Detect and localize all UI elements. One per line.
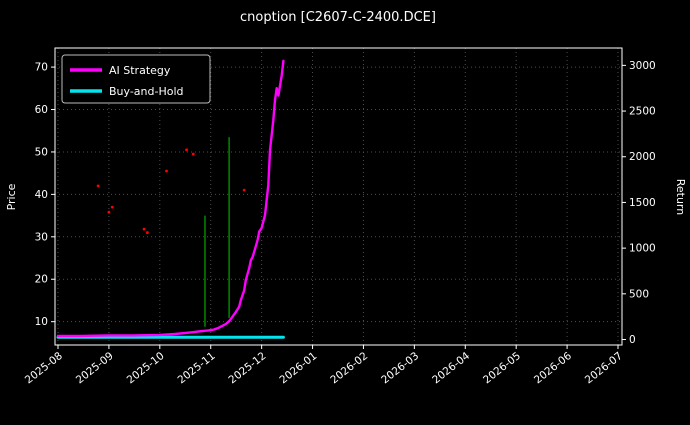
x-tick-label: 2025-09 [74, 350, 116, 386]
left-tick-label: 30 [35, 231, 48, 243]
left-tick-label: 60 [35, 104, 48, 116]
x-tick-label: 2025-11 [176, 350, 218, 386]
legend-label-ai-strategy: AI Strategy [109, 64, 171, 77]
price-dot [110, 205, 114, 209]
left-tick-label: 50 [35, 146, 48, 158]
price-dot [107, 210, 111, 214]
right-tick-label: 1500 [629, 197, 656, 209]
legend: AI Strategy Buy-and-Hold [61, 54, 211, 104]
price-dot [185, 148, 188, 152]
tick-marks [51, 64, 626, 349]
x-tick-label: 2025-10 [125, 350, 167, 386]
x-tick-label: 2026-07 [583, 350, 625, 386]
x-tick-label: 2025-08 [23, 350, 65, 386]
x-tick-label: 2026-02 [328, 350, 370, 386]
right-tick-label: 2500 [629, 106, 656, 118]
legend-label-buy-and-hold: Buy-and-Hold [109, 85, 184, 98]
x-tick-label: 2026-05 [481, 350, 523, 386]
x-tick-label: 2026-06 [532, 350, 574, 387]
right-tick-label: 1000 [629, 243, 656, 255]
chart-title: cnoption [C2607-C-2400.DCE] [240, 10, 436, 25]
gridlines [55, 48, 622, 345]
x-tick-label: 2025-12 [227, 350, 269, 386]
right-tick-label: 2000 [629, 151, 656, 163]
right-tick-label: 3000 [629, 60, 656, 72]
price-dot [96, 184, 100, 188]
x-tick-label: 2026-01 [277, 350, 319, 386]
price-dot [142, 227, 146, 231]
left-tick-label: 20 [35, 274, 48, 286]
left-tick-label: 70 [35, 62, 48, 74]
right-tick-label: 0 [629, 334, 636, 346]
x-tick-label: 2026-03 [379, 350, 421, 386]
price-dot [242, 188, 246, 192]
right-tick-label: 500 [629, 288, 649, 300]
event-lines [204, 137, 230, 327]
left-tick-label: 40 [35, 189, 48, 201]
plot-border [54, 47, 623, 346]
right-axis-label: Return [674, 179, 687, 216]
scatter-points [96, 148, 246, 234]
price-dot [191, 152, 195, 156]
price-dot [145, 231, 149, 234]
left-axis-label: Price [5, 183, 18, 210]
series-line-ai-strategy [56, 59, 285, 338]
left-tick-label: 10 [35, 316, 48, 328]
series-lines [56, 59, 285, 339]
price-dot [165, 169, 168, 173]
x-tick-label: 2026-04 [430, 350, 472, 387]
